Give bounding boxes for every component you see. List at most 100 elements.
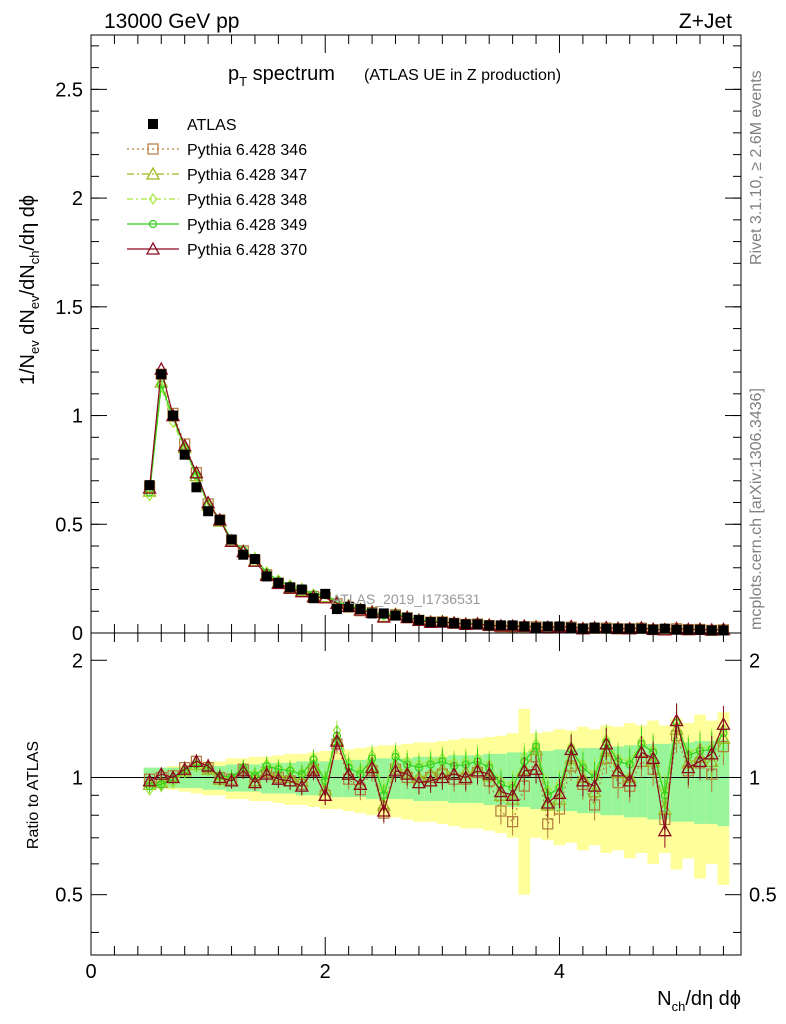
- ratio-tick-label-2: 2: [72, 650, 83, 672]
- atlas-point-13: [296, 584, 307, 595]
- ratio-4-point-41: [622, 773, 637, 787]
- ratio-4-point-9: [247, 775, 263, 789]
- ratio-4-point-5: [201, 758, 216, 772]
- atlas-point-34: [542, 621, 553, 632]
- ratio-4-point-6: [212, 770, 227, 784]
- ratio-4-point-16: [329, 733, 345, 747]
- atlas-point-44: [659, 623, 670, 634]
- ratio-4-point-25: [435, 770, 450, 784]
- legend-label-1: Pythia 6.428 347: [187, 167, 307, 184]
- atlas-point-36: [566, 622, 577, 633]
- ratio-tick-label-right-2: 2: [749, 650, 760, 672]
- atlas-point-28: [472, 619, 483, 630]
- ratio-4-point-17: [341, 766, 356, 780]
- ratio-4-point-34: [540, 795, 555, 809]
- atlas-point-25: [437, 617, 448, 628]
- ratio-3-point-1: [157, 780, 166, 789]
- legend-atlas-label: ATLAS: [187, 117, 237, 134]
- ratio-line-2: [149, 719, 724, 792]
- atlas-point-26: [449, 618, 460, 629]
- atlas-point-6: [214, 514, 225, 525]
- atlas-point-46: [683, 624, 694, 635]
- legend-label-3: Pythia 6.428 349: [187, 217, 307, 234]
- ratio-4-point-32: [517, 763, 532, 777]
- atlas-point-38: [589, 622, 600, 633]
- atlas-point-48: [706, 625, 717, 636]
- energy-label: 13000 GeV pp: [104, 10, 239, 33]
- y-tick-label-4: 2: [72, 188, 83, 210]
- ratio-4-point-22: [400, 766, 415, 780]
- ratio-3-point-20: [379, 791, 388, 800]
- ratio-4-point-19: [364, 760, 380, 774]
- atlas-point-22: [402, 612, 413, 623]
- ratio-4-point-12: [283, 773, 298, 787]
- ratio-4-point-4: [189, 754, 204, 768]
- atlas-point-17: [343, 601, 354, 612]
- plot-title: pT spectrum: [228, 63, 335, 89]
- ratio-4-point-44: [657, 823, 672, 837]
- ratio-4-point-33: [528, 761, 544, 775]
- series-2-point-4: [192, 471, 201, 484]
- atlas-point-16: [331, 604, 342, 615]
- main-panel: 0 0.5 1 1.5 2 2.5 pT spectrum (ATLAS UE in Z …: [17, 34, 742, 645]
- ratio-4-point-0: [142, 773, 157, 787]
- legend-marker-3: [148, 219, 158, 229]
- y-tick-label-3: 1.5: [55, 297, 83, 319]
- ratio-tick-label-right-1: 1: [749, 767, 760, 789]
- plot-title-detail: (ATLAS UE in Z production): [364, 67, 561, 84]
- ratio-panel-frame: [90, 632, 742, 956]
- ratio-tick-label-right-0: 0.5: [749, 885, 777, 907]
- x-tick-label-1: 2: [320, 961, 331, 983]
- series-4-point-4: [189, 465, 204, 479]
- source-label: mcplots.cern.ch [arXiv:1306.3436]: [748, 388, 765, 630]
- atlas-point-23: [413, 614, 424, 625]
- ratio-4-point-37: [575, 773, 590, 787]
- ratio-4-point-48: [704, 746, 719, 760]
- ratio-0-point-31: [507, 816, 519, 828]
- legend-marker-0: [147, 143, 159, 155]
- atlas-point-42: [636, 623, 647, 634]
- ratio-4-point-35: [552, 786, 567, 800]
- ratio-4-point-36: [564, 742, 579, 756]
- atlas-point-18: [355, 604, 366, 615]
- atlas-point-24: [425, 617, 436, 628]
- legend-atlas-marker: [148, 119, 158, 129]
- atlas-point-5: [203, 506, 214, 517]
- atlas-point-40: [613, 623, 624, 634]
- ratio-band-stat-16: [331, 759, 343, 798]
- ratio-line-0: [149, 735, 724, 826]
- ratio-3-point-25: [438, 757, 447, 766]
- series-2-point-0: [145, 489, 154, 502]
- ratio-4-point-21: [388, 763, 403, 777]
- ratio-4-point-30: [493, 784, 509, 798]
- process-label: Z+Jet: [679, 10, 732, 33]
- atlas-point-7: [226, 534, 237, 545]
- legend-label-4: Pythia 6.428 370: [187, 242, 307, 259]
- ratio-4-point-23: [411, 775, 427, 789]
- ratio-4-point-27: [458, 770, 473, 784]
- ratio-4-point-11: [271, 771, 286, 785]
- atlas-point-2: [167, 410, 178, 421]
- ratio-band-stat-45: [670, 742, 683, 822]
- ratio-tick-label-0: 0.5: [55, 885, 83, 907]
- ratio-4-point-31: [505, 787, 520, 801]
- ratio-4-point-26: [446, 766, 462, 780]
- ratio-4-point-7: [224, 773, 239, 787]
- y-tick-label-1: 0.5: [55, 514, 83, 536]
- ratio-4-point-14: [306, 763, 321, 777]
- ratio-band-stat-49: [717, 739, 730, 827]
- ratio-3-point-33: [531, 742, 541, 751]
- ratio-4-point-2: [165, 770, 181, 784]
- atlas-point-3: [179, 449, 190, 460]
- ratio-4-point-13: [294, 778, 309, 792]
- ratio-4-point-28: [470, 763, 485, 777]
- atlas-point-0: [144, 480, 155, 491]
- ratio-3-point-24: [426, 760, 435, 769]
- ratio-4-point-42: [634, 745, 649, 759]
- ratio-4-point-46: [681, 760, 696, 774]
- atlas-point-4: [191, 482, 202, 493]
- atlas-point-20: [378, 608, 389, 619]
- x-axis-label: Nch/dη dϕ: [657, 988, 741, 1014]
- ratio-y-axis-label: Ratio to ATLAS: [25, 741, 42, 849]
- ratio-4-point-1: [154, 766, 169, 780]
